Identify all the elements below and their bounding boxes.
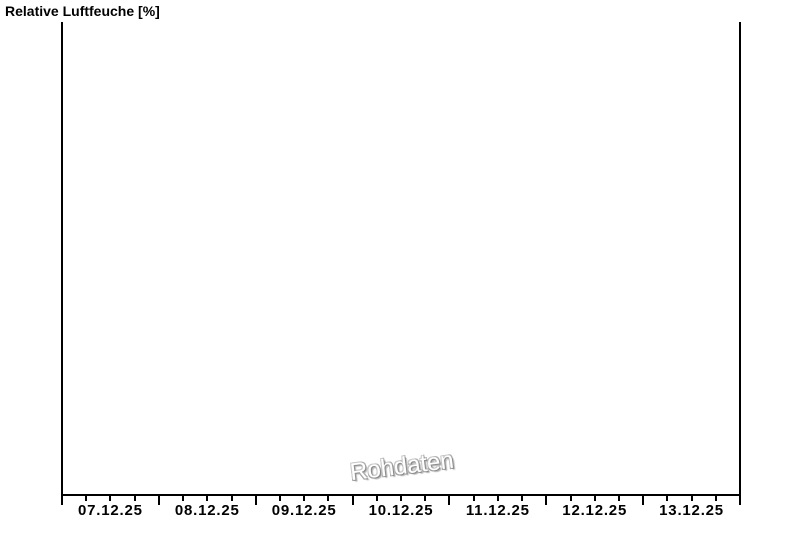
- y-axis-left-line: [61, 22, 63, 505]
- x-axis-minor-tick: [714, 496, 717, 501]
- y-axis-right-line: [739, 22, 741, 505]
- x-axis-minor-tick: [617, 496, 620, 501]
- x-axis-minor-tick: [375, 496, 378, 501]
- x-axis-label: 10.12.25: [368, 502, 434, 519]
- x-axis-major-tick: [254, 496, 257, 505]
- x-axis-label: 11.12.25: [465, 502, 530, 519]
- x-axis-label: 09.12.25: [271, 502, 337, 519]
- x-axis-minor-tick: [182, 496, 185, 501]
- x-axis-minor-tick: [400, 496, 402, 501]
- x-axis-minor-tick: [230, 496, 233, 501]
- x-axis-minor-tick: [327, 496, 330, 501]
- x-axis-minor-tick: [109, 496, 112, 501]
- x-axis-major-tick: [157, 496, 160, 505]
- x-axis-minor-tick: [666, 496, 669, 501]
- x-axis-minor-tick: [472, 496, 475, 501]
- x-axis-minor-tick: [593, 496, 596, 501]
- x-axis-minor-tick: [278, 496, 281, 501]
- x-axis-major-tick: [642, 496, 645, 505]
- x-axis-major-tick: [448, 496, 451, 505]
- x-axis-minor-tick: [424, 496, 427, 501]
- x-axis-major-tick: [739, 496, 741, 505]
- chart-title: Relative Luftfeuche [%]: [5, 3, 160, 19]
- x-axis-major-tick: [545, 496, 548, 505]
- x-axis-label: 13.12.25: [659, 502, 724, 519]
- x-axis-minor-tick: [206, 496, 209, 501]
- x-axis-line: [61, 494, 741, 496]
- x-axis-major-tick: [351, 496, 354, 505]
- x-axis-label: 12.12.25: [562, 502, 628, 519]
- x-axis-minor-tick: [521, 496, 524, 501]
- x-axis-label: 08.12.25: [174, 502, 240, 519]
- x-axis-major-tick: [61, 496, 63, 505]
- x-axis-label: 07.12.25: [78, 502, 143, 519]
- x-axis-minor-tick: [133, 496, 136, 501]
- x-axis-minor-tick: [496, 496, 499, 501]
- x-axis-minor-tick: [690, 496, 693, 501]
- x-axis-minor-tick: [303, 496, 306, 501]
- x-axis-minor-tick: [85, 496, 88, 501]
- watermark: Rohdaten: [348, 446, 456, 487]
- x-axis-minor-tick: [569, 496, 572, 501]
